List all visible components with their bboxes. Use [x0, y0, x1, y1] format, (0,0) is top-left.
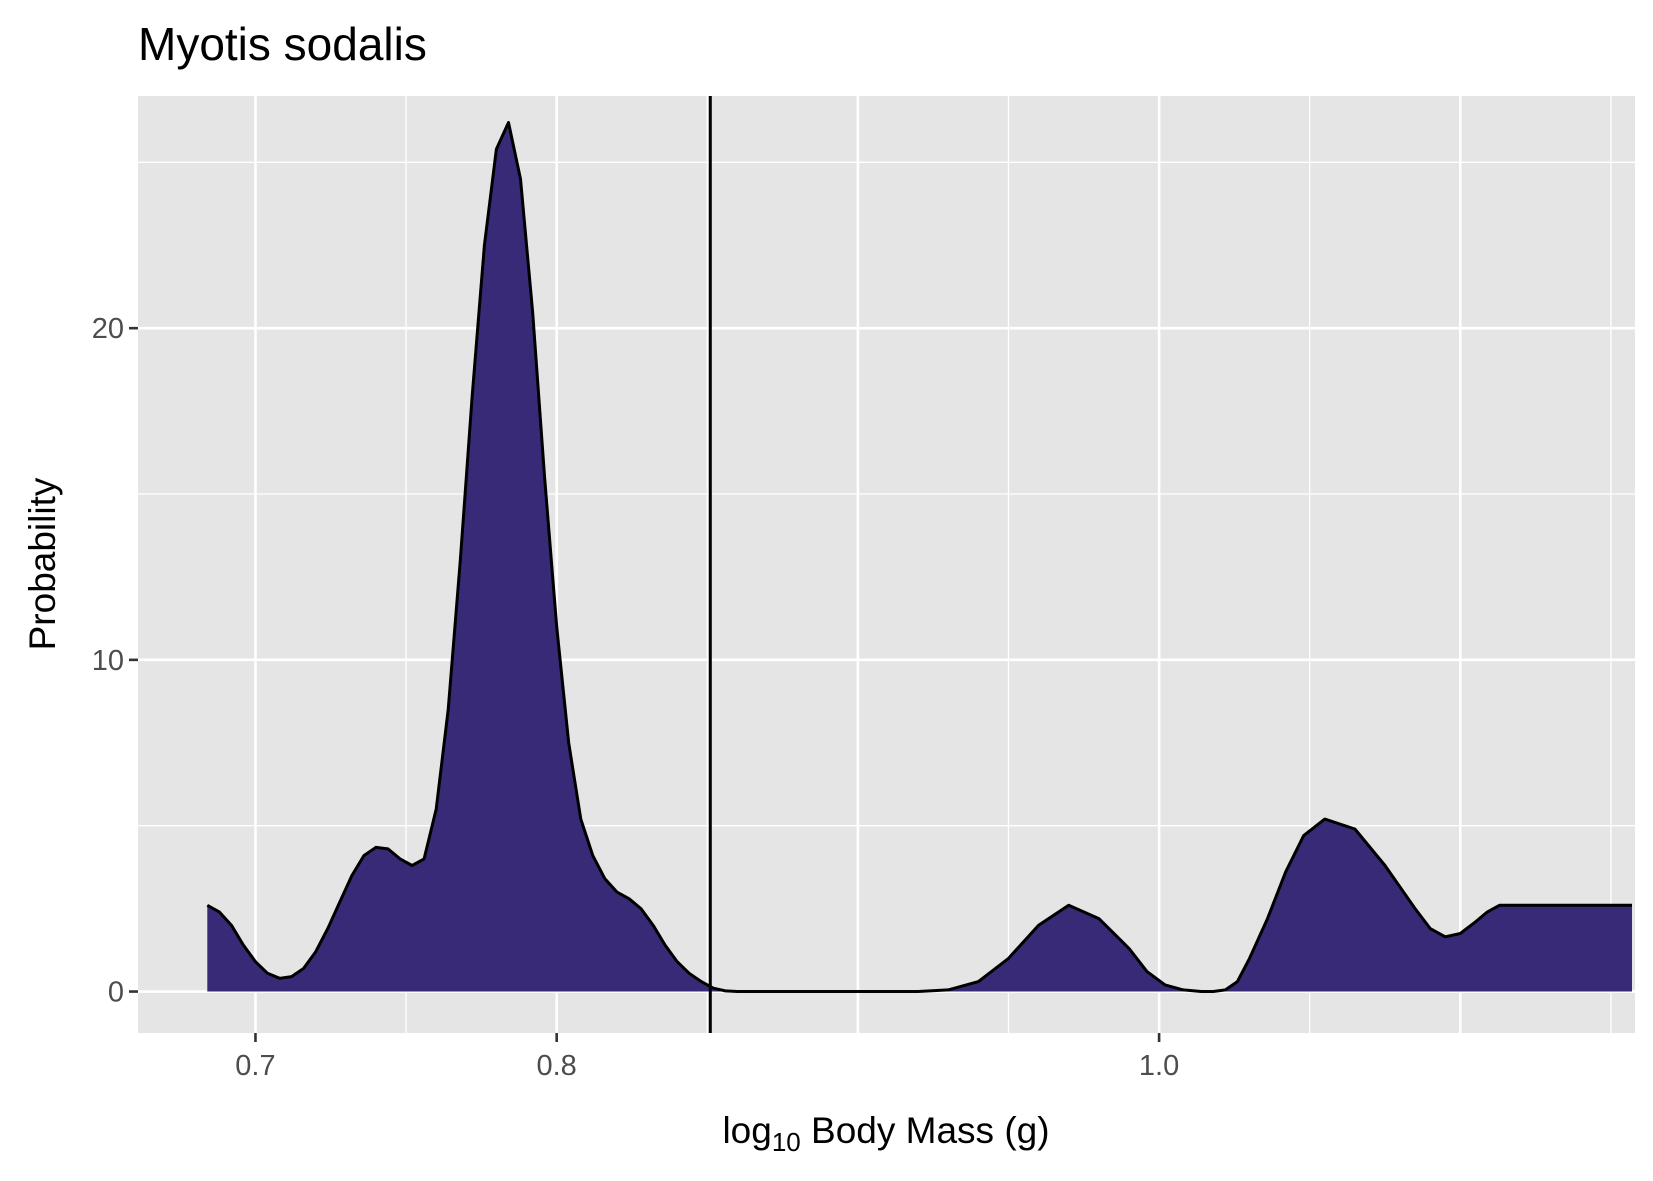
y-axis: 0 10 20	[92, 313, 138, 1009]
y-tick-label: 0	[108, 977, 124, 1009]
y-tick-label: 10	[92, 645, 124, 677]
chart-title: Myotis sodalis	[138, 18, 427, 70]
x-axis-title: log10 Body Mass (g)	[722, 1110, 1049, 1157]
grid-minor	[138, 96, 1635, 1033]
x-axis-title-base: log	[722, 1110, 771, 1151]
density-outline	[206, 121, 1632, 993]
y-tick-label: 20	[92, 313, 124, 345]
y-axis-title: Probability	[22, 477, 63, 650]
x-axis-title-subscript: 10	[772, 1127, 801, 1157]
x-tick-label: 1.0	[1139, 1050, 1179, 1082]
x-axis: 0.7 0.8 1.0	[235, 1033, 1179, 1082]
density-area	[207, 122, 1632, 992]
x-tick-label: 0.8	[537, 1050, 577, 1082]
x-axis-title-rest: Body Mass (g)	[801, 1110, 1050, 1151]
x-tick-label: 0.7	[235, 1050, 275, 1082]
